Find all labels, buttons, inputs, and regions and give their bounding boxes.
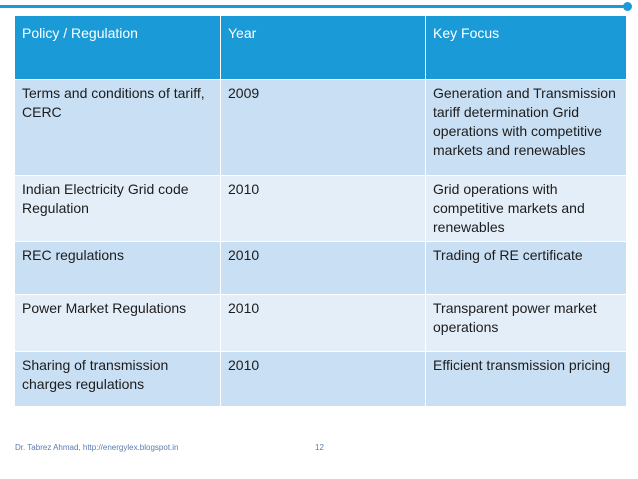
year-cell: 2010 — [220, 351, 426, 407]
footer-author: Dr. Tabrez Ahmad, http://energylex.blogs… — [15, 443, 179, 452]
focus-cell: Efficient transmission pricing — [425, 351, 627, 407]
page-number: 12 — [315, 443, 324, 452]
focus-cell: Transparent power market operations — [425, 294, 627, 352]
focus-cell: Grid operations with competitive markets… — [425, 175, 627, 242]
table-row: Power Market Regulations 2010 Transparen… — [14, 294, 627, 352]
accent-line — [0, 5, 626, 8]
policy-table: Policy / Regulation Year Key Focus Terms… — [14, 15, 627, 407]
focus-cell: Generation and Transmission tariff deter… — [425, 79, 627, 176]
table-row: Indian Electricity Grid code Regulation … — [14, 175, 627, 242]
year-cell: 2010 — [220, 294, 426, 352]
accent-dot — [623, 2, 632, 11]
table-row: Sharing of transmission charges regulati… — [14, 351, 627, 407]
header-policy: Policy / Regulation — [14, 15, 221, 80]
year-cell: 2010 — [220, 241, 426, 295]
year-cell: 2010 — [220, 175, 426, 242]
focus-cell: Trading of RE certificate — [425, 241, 627, 295]
policy-cell: Sharing of transmission charges regulati… — [14, 351, 221, 407]
year-cell: 2009 — [220, 79, 426, 176]
table-row: Terms and conditions of tariff, CERC 200… — [14, 79, 627, 176]
table-header-row: Policy / Regulation Year Key Focus — [14, 15, 627, 80]
table-row: REC regulations 2010 Trading of RE certi… — [14, 241, 627, 295]
policy-cell: Terms and conditions of tariff, CERC — [14, 79, 221, 176]
header-year: Year — [220, 15, 426, 80]
header-key-focus: Key Focus — [425, 15, 627, 80]
policy-cell: Power Market Regulations — [14, 294, 221, 352]
policy-cell: REC regulations — [14, 241, 221, 295]
policy-cell: Indian Electricity Grid code Regulation — [14, 175, 221, 242]
top-accent-bar — [0, 0, 638, 14]
